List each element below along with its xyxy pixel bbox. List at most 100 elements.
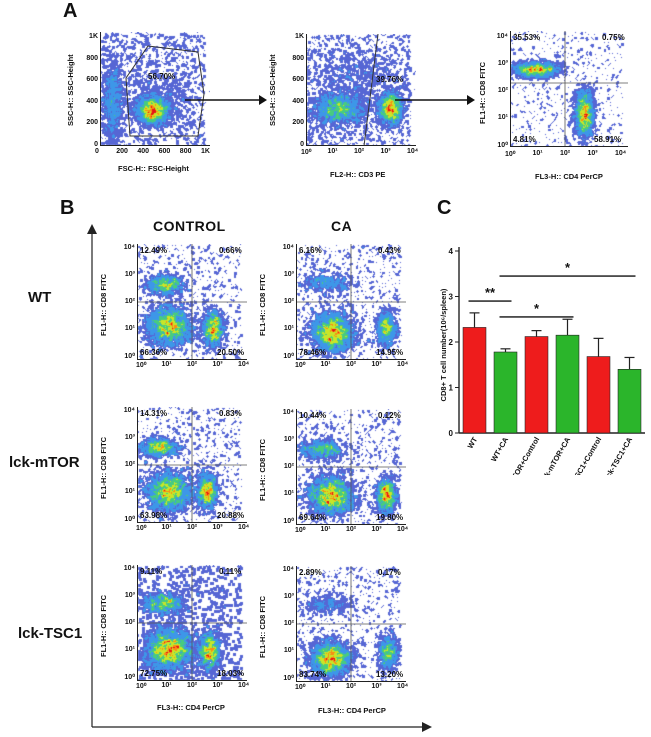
quadrant-lines [296,244,406,360]
a1-y-tick: 400 [86,97,98,105]
cd3-ssc-plot: 39.76% [306,34,416,146]
y-tick: 10² [283,463,294,470]
y-axis-title: SSC-H:: SSC-Height [268,54,277,126]
panel-b-letter: B [60,197,75,219]
a2-y-tick: 1K [295,33,304,40]
quadrant-br: 14.95% [376,348,404,357]
x-axis-title-control: FL3-H:: CD4 PerCP [157,703,225,712]
quadrant-tr: 0.83% [219,409,242,418]
x-tick: 10⁴ [238,682,250,689]
cd4-cd8-plot: 35.53% 0.75% 4.81% 58.91% [510,31,628,147]
a3-x-tick: 10⁰ [505,151,516,158]
x-tick: 10³ [371,526,382,533]
category-label: WT [466,435,480,450]
y-tick-label: 4 [449,247,454,256]
quadrant-bl: 72.75% [140,669,168,678]
x-tick: 10⁰ [295,362,306,369]
cd3-ssc-density [306,34,416,146]
y-tick: 10³ [124,434,135,441]
y-axis-title: FL1-H:: CD8 FITC [99,594,108,657]
x-tick: 10⁰ [136,362,147,369]
a1-x-tick: 0 [95,148,99,155]
y-tick: 10² [124,461,135,468]
cd4-cd8-plot: 6.16% 0.43% 78.46% 14.95% [296,244,406,360]
bar [617,369,642,434]
quadrant-bl: 83.74% [299,670,327,679]
y-tick: 10² [283,298,294,305]
y-tick: 10³ [124,271,135,278]
flow-arrow-1 [185,95,267,105]
fsc-ssc-plot: 56.70% [100,32,210,146]
a3-x-tick: 10¹ [532,150,543,157]
quadrant-tr: 0.75% [602,33,625,42]
cd3-gate [363,34,379,146]
a2-y-tick: 200 [292,119,304,127]
x-tick: 10¹ [161,682,172,689]
y-tick-label: 3 [449,293,454,302]
x-tick: 10⁰ [295,684,306,691]
y-tick: 10⁰ [124,516,135,523]
x-tick: 10¹ [161,361,172,368]
x-tick: 10⁴ [397,361,409,368]
row-label-wt: WT [28,289,52,306]
y-axis-title: CD8+ T cell number(10⁶/spleen) [439,288,448,401]
gate-percent: 39.76% [376,75,404,84]
significance-marker: * [534,301,540,316]
y-axis-title: FL1-H:: CD8 FITC [99,273,108,336]
quadrant-bl: 78.46% [299,348,327,357]
a1-y-tick: 600 [86,76,98,84]
y-tick: 10⁰ [283,518,294,525]
cd4-cd8-plot: 12.49% 0.66% 66.36% 20.50% [137,244,247,360]
quadrant-br: 20.50% [217,348,245,357]
x-tick: 10² [187,361,198,368]
cd4-cd8-plot: 9.11% 0.11% 72.75% 18.03% [137,565,247,681]
cd4-cd8-plot: 10.44% 0.12% 69.64% 19.80% [296,409,406,525]
y-tick: 10⁴ [123,244,135,251]
y-tick: 10³ [283,271,294,278]
y-axis-title: FL1-H:: CD8 FITC [258,273,267,336]
quadrant-tr: 0.43% [378,246,401,255]
y-tick: 10¹ [283,325,294,332]
gate-percent: 56.70% [148,72,176,81]
bar [462,327,487,434]
a1-x-tick: 200 [116,148,128,155]
category-label: lck-TSC1+CA [603,435,635,475]
y-tick: 10⁴ [123,565,135,572]
row-label-lck-tsc1: lck-TSC1 [18,625,83,642]
x-tick: 10⁴ [238,524,250,531]
quadrant-lines [296,566,406,682]
x-tick: 10³ [371,683,382,690]
y-tick: 10² [124,619,135,626]
a2-x-tick: 10¹ [327,148,338,155]
a2-x-tick: 10³ [380,148,391,155]
quadrant-bl: 69.64% [299,513,327,522]
quadrant-tl: 10.44% [299,411,327,420]
a3-x-tick: 10² [560,150,571,157]
quadrant-bl: 63.98% [140,511,168,520]
panel-b-axes [87,224,432,732]
quadrant-lines [137,244,247,360]
quadrant-tr: 0.11% [219,567,242,576]
y-tick: 10⁴ [282,409,294,416]
x-tick: 10⁰ [136,525,147,532]
quadrant-bl: 4.81% [513,135,536,144]
a3-y-tick: 10² [497,87,508,94]
y-tick: 10¹ [124,646,135,653]
quadrant-tl: 2.89% [299,568,322,577]
cd4-cd8-plot: 2.89% 0.17% 83.74% 13.20% [296,566,406,682]
y-tick: 10¹ [124,325,135,332]
x-tick: 10² [346,683,357,690]
y-tick: 10³ [124,592,135,599]
cd4-cd8-density [510,31,628,147]
a2-y-tick: 0 [300,141,304,148]
significance-marker: * [565,260,571,275]
y-tick: 10⁴ [282,244,294,251]
y-tick-label: 0 [449,429,454,438]
y-tick: 10⁰ [283,675,294,682]
a2-y-tick: 600 [292,76,304,84]
y-tick: 10² [124,298,135,305]
a3-y-tick: 10⁰ [497,142,508,149]
quadrant-tl: 14.31% [140,409,168,418]
x-tick: 10³ [212,524,223,531]
y-tick: 10⁰ [124,353,135,360]
